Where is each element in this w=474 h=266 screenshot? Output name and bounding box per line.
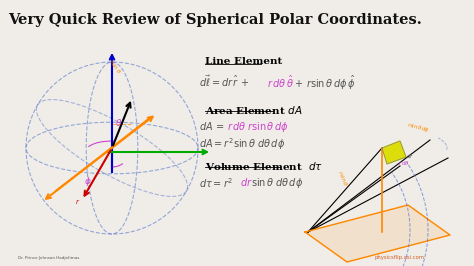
- Text: $\theta$: $\theta$: [115, 117, 122, 128]
- Text: Dr. Prince Johnson Hadjefimas: Dr. Prince Johnson Hadjefimas: [18, 256, 79, 260]
- Polygon shape: [305, 205, 450, 262]
- Text: $\sin\theta\;d\theta\,d\phi$: $\sin\theta\;d\theta\,d\phi$: [251, 176, 303, 190]
- Text: $dr$: $dr$: [406, 152, 414, 160]
- Text: $r\,d\theta\;r\sin\theta\,d\phi$: $r\,d\theta\;r\sin\theta\,d\phi$: [227, 120, 289, 134]
- Text: Volume Element  $d\tau$: Volume Element $d\tau$: [205, 160, 323, 172]
- Text: physicsflip.asi.com: physicsflip.asi.com: [375, 255, 425, 260]
- Text: $r\,d\theta\,\hat{\theta}$: $r\,d\theta\,\hat{\theta}$: [267, 74, 294, 90]
- Text: $dr$: $dr$: [240, 176, 253, 188]
- Text: $\phi$: $\phi$: [84, 175, 91, 188]
- Text: Line Element: Line Element: [205, 57, 282, 66]
- Text: Area Element $dA$: Area Element $dA$: [205, 104, 302, 116]
- Text: $d\vec{\ell} = dr\,\hat{r}\,+\,$: $d\vec{\ell} = dr\,\hat{r}\,+\,$: [199, 74, 249, 89]
- Text: $d\tau = r^2\,$: $d\tau = r^2\,$: [199, 176, 233, 190]
- Polygon shape: [382, 141, 406, 164]
- Text: $\,+\,r\sin\theta\,d\phi\,\hat{\phi}$: $\,+\,r\sin\theta\,d\phi\,\hat{\phi}$: [291, 74, 356, 92]
- Text: $r\sin\theta$: $r\sin\theta$: [107, 57, 123, 75]
- Text: $r\sin\theta$: $r\sin\theta$: [336, 169, 350, 188]
- Text: $dA\,=\,$: $dA\,=\,$: [199, 120, 225, 132]
- Text: Very Quick Review of Spherical Polar Coordinates.: Very Quick Review of Spherical Polar Coo…: [8, 13, 422, 27]
- Text: $r\,d\theta$: $r\,d\theta$: [398, 159, 410, 167]
- Text: r: r: [76, 199, 79, 205]
- Text: $r\sin\theta\,d\phi$: $r\sin\theta\,d\phi$: [406, 120, 431, 135]
- Text: $dA = r^2 \sin\theta\;d\theta\,d\phi$: $dA = r^2 \sin\theta\;d\theta\,d\phi$: [199, 136, 285, 152]
